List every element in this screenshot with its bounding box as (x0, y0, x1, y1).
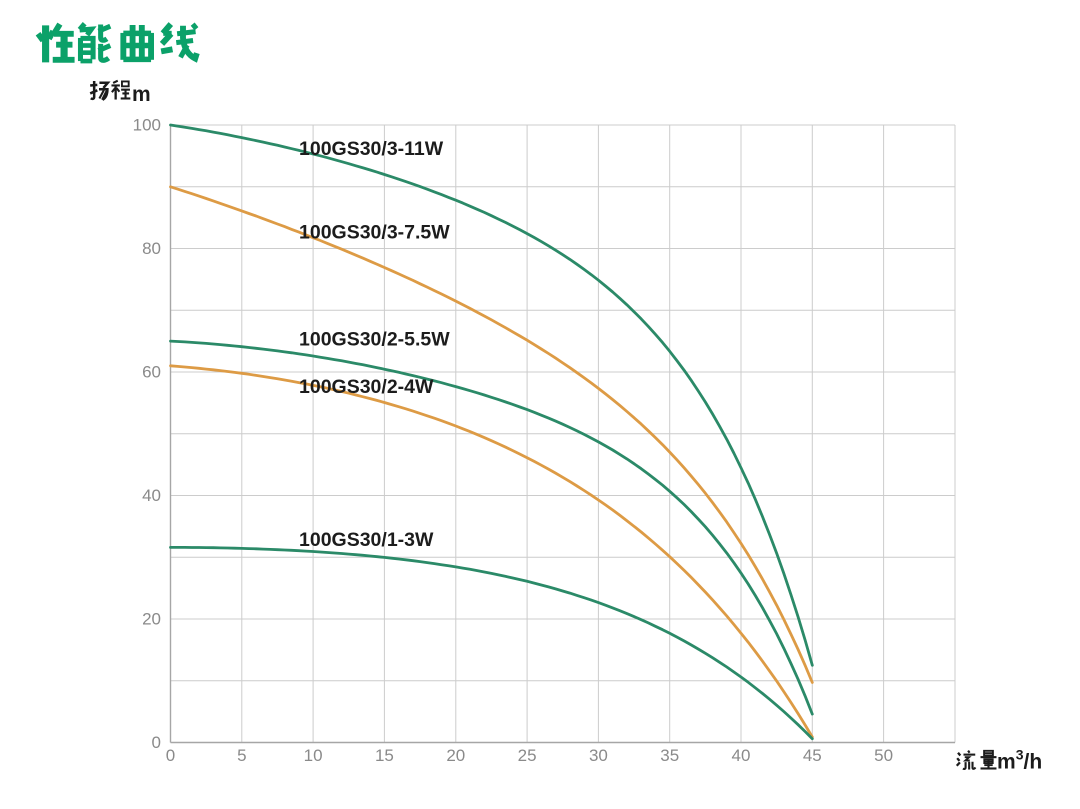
svg-text:40: 40 (142, 486, 161, 505)
svg-text:0: 0 (152, 733, 161, 752)
svg-text:100: 100 (133, 116, 161, 135)
svg-text:30: 30 (589, 746, 608, 765)
svg-text:100GS30/3-7.5W: 100GS30/3-7.5W (299, 222, 450, 244)
svg-text:80: 80 (142, 239, 161, 258)
svg-text:25: 25 (518, 746, 537, 765)
svg-text:10: 10 (304, 746, 323, 765)
svg-text:100GS30/1-3W: 100GS30/1-3W (299, 529, 434, 551)
svg-text:100GS30/3-11W: 100GS30/3-11W (299, 138, 444, 160)
svg-text:20: 20 (446, 746, 465, 765)
svg-text:0: 0 (166, 746, 175, 765)
svg-text:40: 40 (732, 746, 751, 765)
svg-text:50: 50 (874, 746, 893, 765)
svg-text:100GS30/2-4W: 100GS30/2-4W (299, 376, 434, 398)
svg-text:5: 5 (237, 746, 246, 765)
svg-text:60: 60 (142, 363, 161, 382)
svg-text:35: 35 (660, 746, 679, 765)
svg-text:m: m (132, 83, 151, 106)
svg-text:45: 45 (803, 746, 822, 765)
svg-text:15: 15 (375, 746, 394, 765)
svg-text:100GS30/2-5.5W: 100GS30/2-5.5W (299, 329, 450, 351)
svg-text:20: 20 (142, 610, 161, 629)
